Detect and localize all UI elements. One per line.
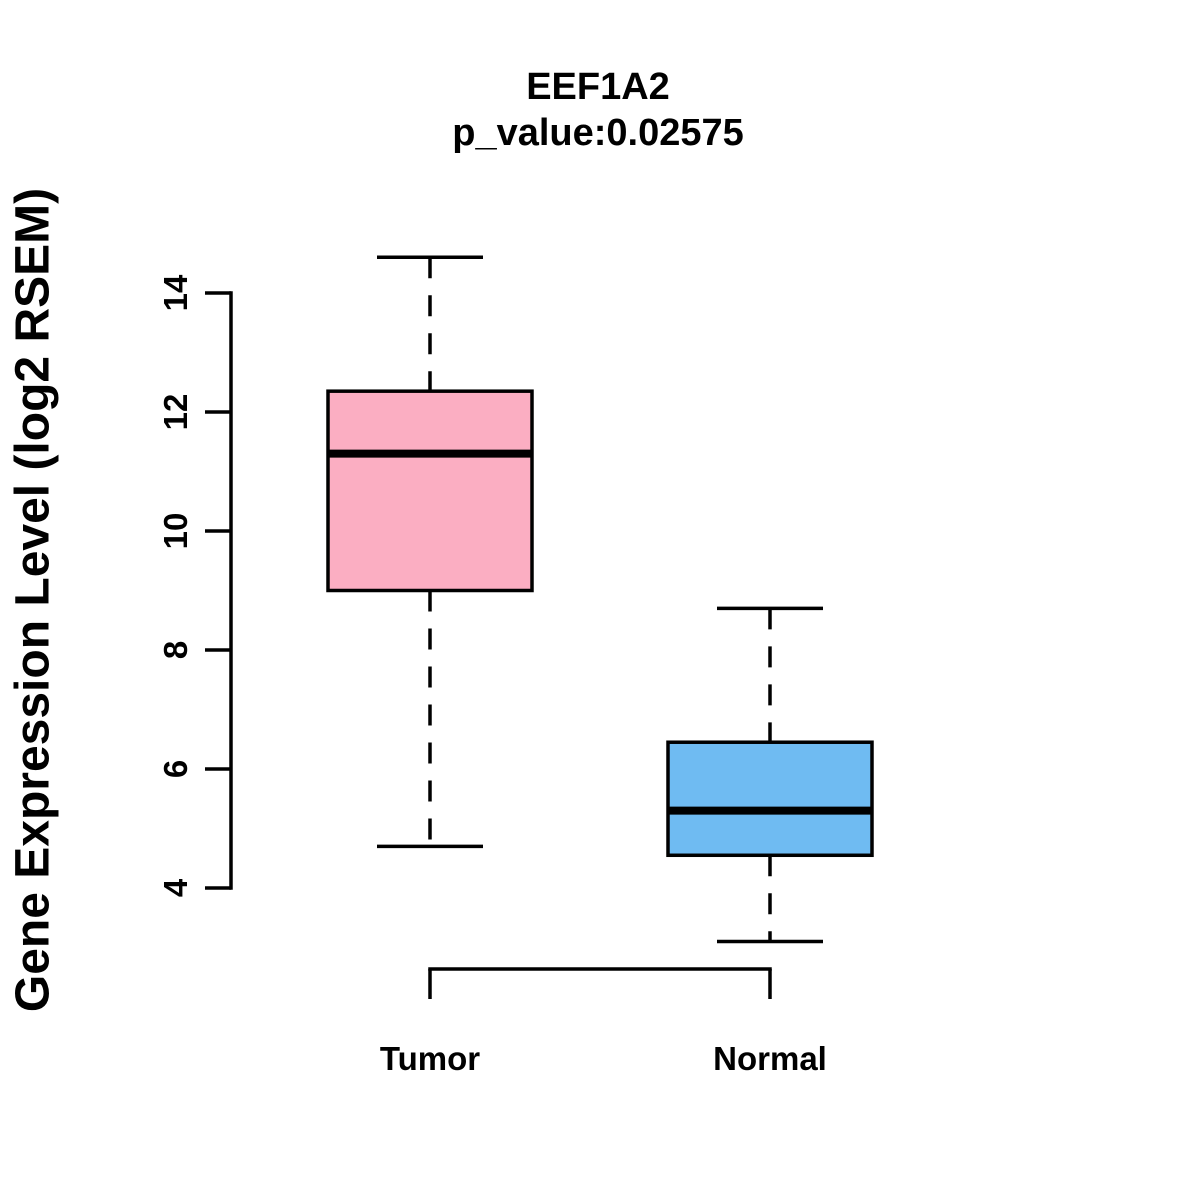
y-tick-label: 4: [157, 878, 194, 898]
y-tick-label: 6: [157, 759, 194, 779]
tumor-box: [326, 389, 534, 593]
y-tick-label: 14: [157, 274, 194, 312]
y-tick-label: 8: [157, 640, 194, 660]
chart-subtitle: p_value:0.02575: [452, 112, 744, 154]
category-label-normal: Normal: [713, 1040, 827, 1077]
y-tick-label: 12: [157, 393, 194, 431]
chart-title: EEF1A2: [526, 66, 670, 108]
normal-box: [666, 740, 874, 858]
category-label-tumor: Tumor: [379, 1040, 481, 1077]
y-tick-label: 10: [157, 512, 194, 550]
y-axis-label: Gene Expression Level (log2 RSEM): [6, 187, 60, 1013]
